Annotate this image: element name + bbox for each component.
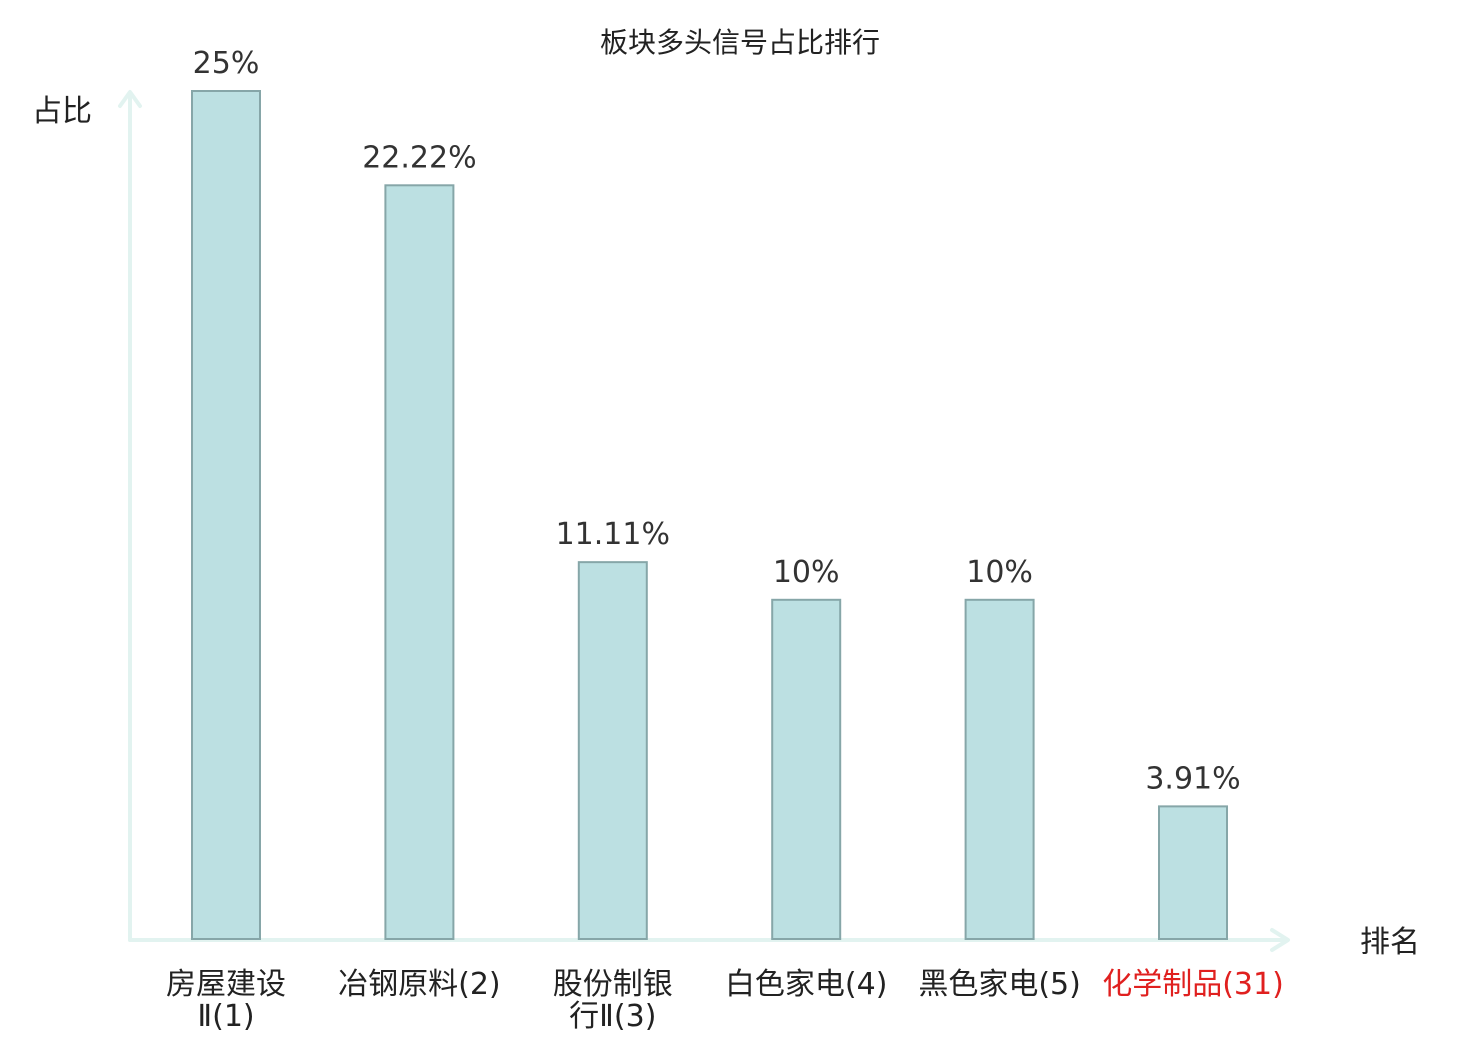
x-axis-arrow [1270, 928, 1290, 952]
category-label: 冶钢原料(2) [338, 967, 501, 1002]
value-label: 3.91% [1145, 761, 1240, 796]
y-axis-arrow [118, 90, 142, 108]
value-label: 22.22% [362, 140, 476, 175]
category-label: 房屋建设 [166, 967, 286, 1002]
value-label: 10% [773, 555, 840, 590]
bar [577, 561, 648, 940]
value-labels: 25% 22.22% 11.11% 10% 10% 3.91% [193, 46, 1241, 796]
value-label: 10% [966, 555, 1033, 590]
axes [118, 90, 1290, 952]
bar [964, 598, 1035, 940]
category-label: 股份制银 [553, 967, 673, 1002]
bar [1158, 805, 1228, 940]
y-axis-label: 占比 [32, 94, 92, 129]
category-label: 白色家电(4) [725, 967, 888, 1002]
category-label: Ⅱ(1) [197, 999, 254, 1034]
bar [191, 90, 261, 940]
x-axis-label: 排名 [1360, 925, 1420, 960]
category-label: 化学制品(31) [1102, 967, 1284, 1002]
category-label: 行Ⅱ(3) [569, 999, 656, 1034]
bar [384, 184, 455, 940]
category-label: 黑色家电(5) [918, 967, 1081, 1002]
value-label: 25% [193, 46, 260, 81]
chart-title: 板块多头信号占比排行 [600, 26, 880, 59]
bars [191, 90, 1228, 940]
value-label: 11.11% [556, 517, 670, 552]
bar [771, 598, 842, 940]
